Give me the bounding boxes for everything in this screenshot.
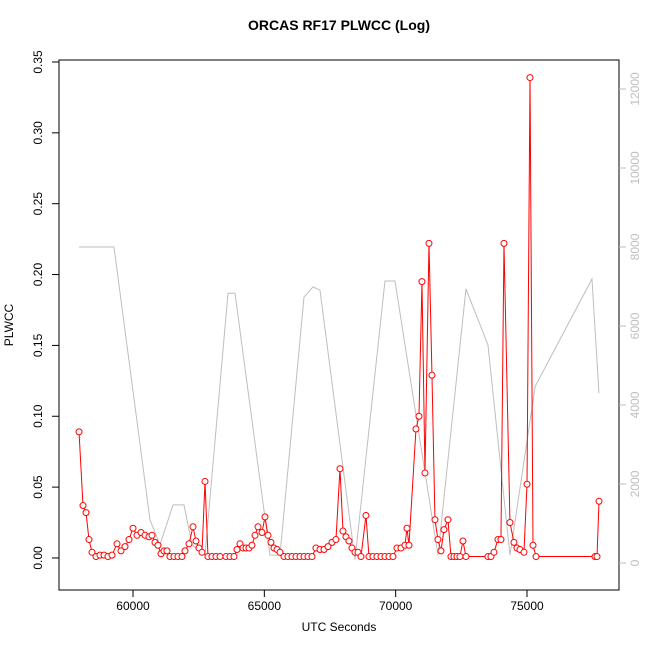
point xyxy=(108,551,116,559)
point xyxy=(181,547,189,555)
point xyxy=(431,516,439,524)
point xyxy=(434,536,442,544)
point xyxy=(357,553,365,561)
point xyxy=(459,537,467,545)
point xyxy=(405,541,413,549)
point xyxy=(500,239,508,247)
point xyxy=(185,540,193,548)
point xyxy=(490,548,498,556)
point xyxy=(418,278,426,286)
point xyxy=(154,541,162,549)
chart-title: ORCAS RF17 PLWCC (Log) xyxy=(248,17,430,33)
point xyxy=(233,545,241,553)
point xyxy=(412,425,420,433)
x-tick-label: 75000 xyxy=(510,599,544,613)
point xyxy=(121,543,129,551)
point xyxy=(462,553,470,561)
y2-tick-label: 12000 xyxy=(628,72,642,106)
series-line xyxy=(78,77,600,558)
point xyxy=(456,553,464,561)
y2-tick-label: 10000 xyxy=(628,151,642,185)
point xyxy=(437,547,445,555)
point xyxy=(506,519,514,527)
point xyxy=(129,524,137,532)
point xyxy=(125,536,133,544)
point xyxy=(264,531,272,539)
point xyxy=(425,239,433,247)
y-tick-label: 0.35 xyxy=(31,50,45,74)
point xyxy=(324,543,332,551)
point xyxy=(192,537,200,545)
point xyxy=(526,74,534,82)
point xyxy=(389,553,397,561)
point xyxy=(163,547,171,555)
point xyxy=(178,553,186,561)
point xyxy=(440,526,448,534)
point xyxy=(497,536,505,544)
point xyxy=(529,541,537,549)
point xyxy=(261,513,269,521)
point xyxy=(339,527,347,535)
point xyxy=(201,477,209,485)
point xyxy=(79,502,87,510)
point xyxy=(421,469,429,477)
y-tick-label: 0.10 xyxy=(31,404,45,428)
point xyxy=(444,516,452,524)
plot-frame xyxy=(58,59,620,591)
point xyxy=(148,531,156,539)
point xyxy=(198,548,206,556)
point xyxy=(85,536,93,544)
y-tick-label: 0.05 xyxy=(31,475,45,499)
point xyxy=(248,541,256,549)
point xyxy=(336,465,344,473)
x-axis-label: UTC Seconds xyxy=(302,620,377,634)
y-tick-label: 0.20 xyxy=(31,263,45,287)
y2-tick-label: 0 xyxy=(628,559,642,566)
point xyxy=(415,412,423,420)
point xyxy=(362,511,370,519)
series-line xyxy=(79,246,600,560)
y-tick-label: 0.30 xyxy=(31,121,45,145)
y2-tick-label: 8000 xyxy=(628,233,642,260)
point xyxy=(113,540,121,548)
point xyxy=(258,528,266,536)
point xyxy=(189,523,197,531)
point xyxy=(510,538,518,546)
point xyxy=(254,523,262,531)
point xyxy=(345,537,353,545)
y-tick-label: 0.25 xyxy=(31,192,45,216)
point xyxy=(595,497,603,505)
point xyxy=(82,509,90,517)
y-axis-label: PLWCC xyxy=(2,303,16,346)
point xyxy=(88,548,96,556)
y2-tick-label: 6000 xyxy=(628,312,642,339)
point xyxy=(593,553,601,561)
point xyxy=(117,547,125,555)
y2-tick-label: 2000 xyxy=(628,470,642,497)
point xyxy=(251,531,259,539)
point xyxy=(403,524,411,532)
point xyxy=(308,553,316,561)
point xyxy=(332,536,340,544)
x-tick-label: 65000 xyxy=(248,599,282,613)
y2-tick-label: 4000 xyxy=(628,391,642,418)
x-tick-label: 70000 xyxy=(379,599,413,613)
point xyxy=(75,428,83,436)
point xyxy=(428,371,436,379)
y-tick-label: 0.15 xyxy=(31,333,45,357)
point xyxy=(523,480,531,488)
point xyxy=(230,553,238,561)
point xyxy=(276,548,284,556)
point xyxy=(520,548,528,556)
point xyxy=(532,553,540,561)
point xyxy=(267,538,275,546)
y-tick-label: 0.00 xyxy=(31,546,45,570)
point xyxy=(216,553,224,561)
x-tick-label: 60000 xyxy=(116,599,150,613)
